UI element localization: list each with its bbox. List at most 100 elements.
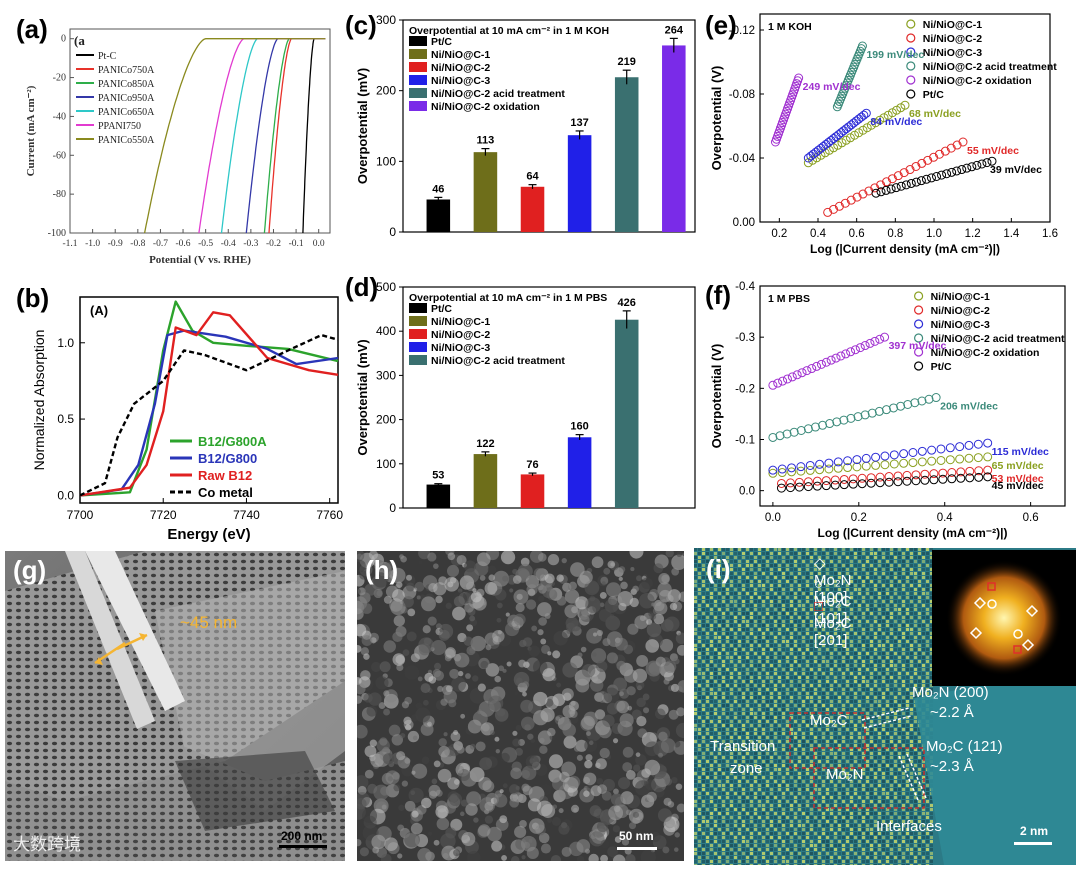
chart-e-point [916, 176, 926, 186]
chart-f-point [833, 463, 843, 473]
chart-f-legend-label: Ni/NiO@C-2 [931, 305, 990, 317]
chart-f-point [846, 413, 856, 423]
chart-f-point [789, 427, 799, 437]
chart-b-ylabel: Normalized Absorption [31, 330, 47, 471]
chart-f-point [927, 445, 937, 455]
chart-e-point [921, 174, 931, 184]
label-mo2c-phase: Mo₂C [810, 712, 848, 729]
chart-d-ytick-label: 0 [389, 501, 396, 515]
chart-b-series-Raw B12 [79, 311, 339, 497]
chart-f-point [833, 457, 843, 467]
chart-d-legend-label: Ni/NiO@C-3 [431, 342, 490, 354]
chart-e-point [876, 187, 886, 197]
chart-e-slope-label: 249 mV/dec [803, 81, 861, 93]
chart-f-point [824, 464, 834, 474]
label-transition: Transition [710, 738, 776, 755]
chart-e-slope-label: 39 mV/dec [990, 164, 1042, 176]
chart-f-point [768, 380, 778, 390]
chart-a-series-PANICo750A [268, 38, 326, 234]
chart-f-point [797, 368, 807, 378]
chart-f-point [974, 466, 984, 476]
chart-e-point [881, 185, 891, 195]
chart-f-point [880, 332, 890, 342]
chart-b-series-Co metal [79, 333, 339, 497]
chart-f-point [818, 420, 828, 430]
chart-f-legend-label: Pt/C [931, 361, 952, 373]
chart-e-point [946, 143, 956, 153]
legend-mo2c-101: ○ Mo₂C [101] [814, 576, 852, 627]
hrtem-scale-bar [1014, 842, 1052, 845]
chart-f-point [815, 465, 825, 475]
chart-e-legend-label: Ni/NiO@C-2 acid treatment [923, 61, 1057, 73]
chart-f-ytick-label: -0.3 [735, 332, 755, 344]
chart-e-point [900, 100, 910, 110]
chart-a-series-PANICo850A [263, 38, 326, 234]
chart-a-xtick-label: -0.6 [176, 239, 191, 249]
chart-d-bar-0 [426, 484, 451, 508]
chart-e-xtick-label: 1.0 [926, 228, 942, 240]
chart-f-point [787, 463, 797, 473]
chart-f-legend-label: Ni/NiO@C-3 [931, 319, 990, 331]
chart-a-ytick-label: -40 [53, 111, 66, 122]
chart-e-point [942, 169, 952, 179]
chart-c-bar-4 [614, 77, 639, 233]
chart-e-slope-label: 84 mV/dec [870, 116, 922, 128]
chart-f-point [796, 426, 806, 436]
chart-c-value-label: 46 [432, 183, 444, 195]
chart-e-point [882, 177, 892, 187]
chart-b-xtick-label: 7740 [233, 508, 260, 522]
chart-e-point [932, 172, 942, 182]
chart-a-ytick-label: -100 [48, 228, 66, 239]
chart-c-bar-0 [426, 199, 451, 232]
chart-f-point [832, 417, 842, 427]
chart-f-point [902, 476, 912, 486]
chart-e-legend-label: Ni/NiO@C-2 oxidation [923, 75, 1032, 87]
chart-c-value-label: 113 [477, 135, 495, 147]
chart-d-legend-swatch [409, 329, 427, 339]
chart-c-bar-koh: 0 100 200 300 Overpotential (mV) Overpotentia… [355, 13, 696, 239]
chart-f-point [893, 471, 903, 481]
chart-c-title: Overpotential at 10 mA cm⁻² in 1 M KOH [409, 25, 609, 37]
chart-a-xtick-label: -0.2 [266, 239, 281, 249]
chart-a-xtick-label: -0.7 [153, 239, 168, 249]
chart-b-ytick-label: 0.5 [57, 412, 74, 426]
chart-f-point [803, 477, 813, 487]
chart-f-point [874, 406, 884, 416]
chart-f-xtick-label: 0.6 [1023, 512, 1039, 524]
chart-d-ytick-label: 200 [376, 413, 396, 427]
chart-e-legend-marker [906, 61, 916, 71]
chart-c-legend-swatch [409, 62, 427, 72]
chart-d-ytick-label: 100 [376, 457, 396, 471]
legend-mo2c-201: □ Mo₂C [201] [814, 598, 852, 649]
chart-d-ylabel: Overpotential (mV) [355, 339, 370, 455]
chart-e-xtick-label: 0.4 [810, 228, 827, 240]
label-mo2c-121: Mo₂C (121) [926, 738, 1003, 755]
chart-f-legend-marker [914, 305, 924, 315]
chart-f-point [805, 465, 815, 475]
chart-f-point [830, 475, 840, 485]
chart-e-point [929, 152, 939, 162]
chart-f-point [850, 345, 860, 355]
chart-e-ytick-label: -0.08 [729, 89, 755, 101]
chart-e-inner-label: 1 M KOH [768, 21, 812, 33]
chart-d-value-label: 53 [432, 470, 444, 482]
chart-a-series-PPANI750 [198, 38, 326, 234]
label-spacing-22: ~2.2 Å [930, 704, 974, 721]
chart-f-point [983, 452, 993, 462]
chart-a-xtick-label: -0.4 [221, 239, 236, 249]
chart-c-ylabel: Overpotential (mV) [355, 68, 370, 184]
chart-c-value-label: 264 [665, 24, 684, 36]
chart-f-point [947, 467, 957, 477]
chart-f-point [964, 440, 974, 450]
legend-mo2n-100: ◇ Mo₂N [100] [814, 555, 852, 606]
chart-e-ytick-label: -0.04 [729, 153, 756, 165]
chart-a-legend-label: PANICo550A [98, 135, 155, 146]
chart-f-point [947, 474, 957, 484]
chart-f-point [983, 465, 993, 475]
chart-f-point [973, 453, 983, 463]
chart-e-point [962, 163, 972, 173]
chart-d-bar-pbs: 0 100 200 300 400 500 Overpotential (mV) Overpo… [355, 280, 696, 515]
chart-f-slope-label: 45 mV/dec [992, 480, 1044, 492]
panel-label-d: (d) [345, 272, 379, 302]
chart-f-point [857, 479, 867, 489]
